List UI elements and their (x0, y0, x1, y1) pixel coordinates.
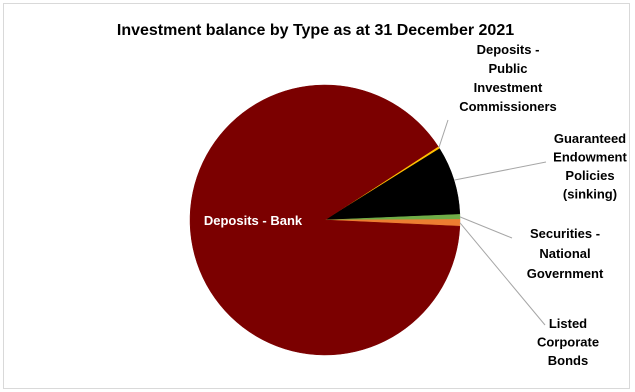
pie-slice-deposits-bank (189, 84, 461, 356)
slice-label: Listed Corporate Bonds (537, 316, 599, 368)
chart-title: Investment balance by Type as at 31 Dece… (116, 22, 515, 39)
slice-label: Deposits -Public Investment Commissioners (459, 42, 557, 114)
slice-label: Deposits - Bank (204, 213, 303, 228)
slice-label: Guaranteed Endowment Policies (sinking) (553, 131, 627, 202)
slice-label: Securities -National Government (527, 226, 604, 281)
leader-line (453, 161, 547, 181)
leader-line (459, 216, 513, 239)
leader-line (459, 222, 546, 326)
leader-line (438, 119, 449, 148)
